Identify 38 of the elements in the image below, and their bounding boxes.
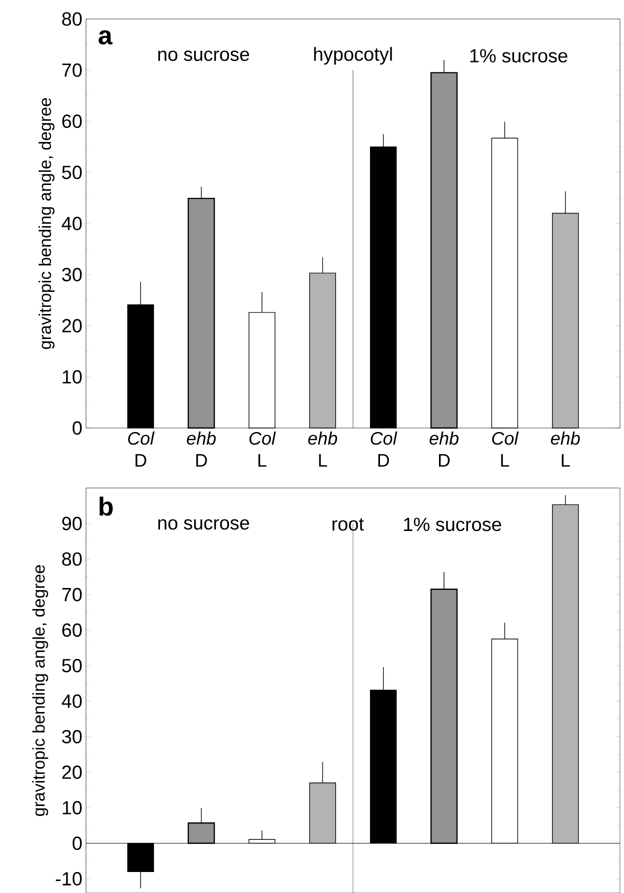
y-tick-label: -10 — [56, 872, 82, 886]
annotation: a — [98, 30, 113, 45]
y-tick-label: 30 — [62, 730, 82, 744]
annotation: hypocotyl — [314, 46, 392, 65]
annotation: no sucrose — [158, 50, 250, 62]
x-tick-label: Col D — [370, 432, 398, 467]
y-tick-label: 70 — [62, 63, 82, 77]
y-tick-label: 50 — [62, 658, 82, 672]
x-tick-label: ehb D — [186, 432, 216, 467]
annotation: 1% sucrose — [470, 49, 568, 62]
y-tick-label: 60 — [62, 114, 82, 128]
y-tick-label: 10 — [62, 801, 82, 814]
annotation: b — [100, 496, 113, 516]
y-tick-label: 80 — [62, 12, 82, 26]
y-tick-label: 10 — [62, 370, 82, 384]
annotation: 1% sucrose — [404, 518, 502, 532]
y-tick-label: 20 — [62, 765, 82, 779]
y-tick-label: 70 — [62, 588, 82, 602]
y-tick-label: 60 — [62, 623, 82, 637]
y-tick-label: 50 — [62, 166, 82, 180]
x-tick-label: Col L — [249, 432, 276, 467]
y-tick-label: 40 — [62, 216, 82, 230]
y-tick-label: 0 — [72, 836, 82, 850]
x-tick-label: Col L — [492, 432, 519, 467]
y-tick-label: 40 — [62, 694, 82, 708]
x-tick-label: ehb L — [550, 432, 580, 467]
annotation: no sucrose — [158, 519, 250, 530]
y-tick-label: 20 — [62, 319, 82, 332]
y-tick-label: 90 — [62, 516, 82, 530]
y-tick-label: 0 — [72, 421, 82, 435]
x-tick-label: ehb L — [308, 432, 338, 467]
annotation: root — [332, 518, 364, 531]
y-axis-title: gravitropic bending angle, degree — [32, 565, 48, 816]
x-tick-label: ehb D — [430, 432, 458, 467]
y-tick-label: 30 — [62, 268, 82, 282]
y-axis-title: gravitropic bending angle, degree — [38, 98, 54, 349]
x-tick-label: Col D — [128, 432, 155, 467]
y-tick-label: 80 — [62, 552, 82, 566]
